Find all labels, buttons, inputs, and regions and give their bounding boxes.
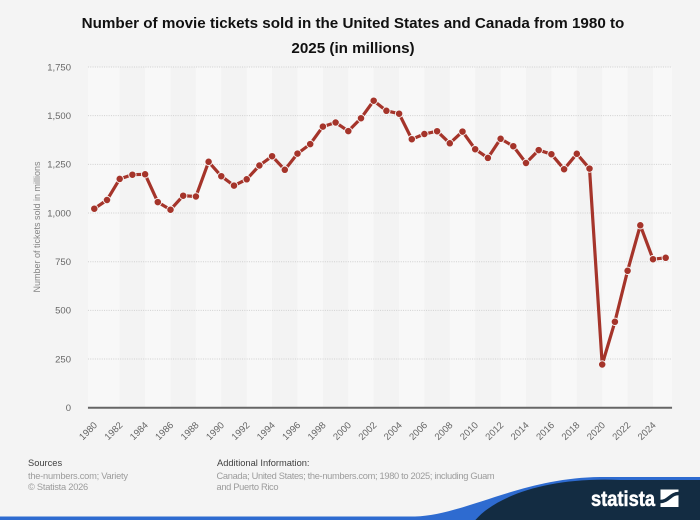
svg-text:1,250: 1,250 (47, 160, 71, 171)
svg-text:1,000: 1,000 (47, 208, 71, 219)
svg-text:1,500: 1,500 (47, 111, 71, 122)
svg-text:500: 500 (55, 306, 71, 317)
svg-text:1,750: 1,750 (47, 62, 71, 73)
svg-text:0: 0 (66, 403, 71, 414)
svg-text:250: 250 (55, 354, 71, 365)
svg-text:statista: statista (591, 488, 655, 511)
svg-text:Number of tickets sold in mill: Number of tickets sold in millions (32, 161, 42, 293)
svg-text:750: 750 (55, 257, 71, 268)
